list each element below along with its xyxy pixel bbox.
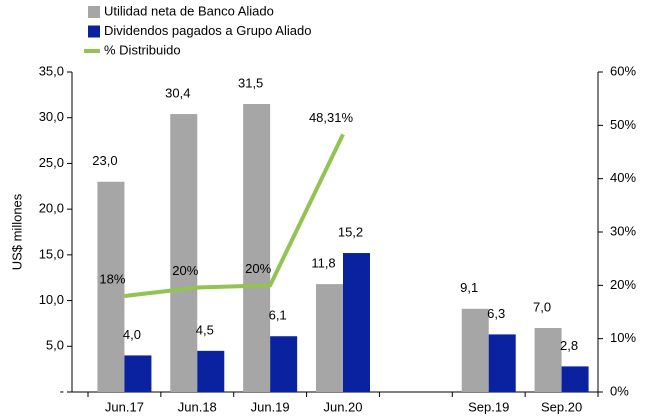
x-tick-label: Jun.19: [251, 399, 290, 414]
legend-label: Dividendos pagados a Grupo Aliado: [104, 23, 311, 38]
line-value-label: 20%: [172, 263, 198, 278]
bar: [97, 181, 125, 392]
legend-swatch: [88, 25, 100, 38]
bar-value-label: 9,1: [460, 280, 478, 295]
bar: [124, 355, 152, 392]
bar-value-label: 15,2: [338, 224, 363, 239]
bar-value-label: 23,0: [92, 153, 117, 168]
bar: [270, 336, 298, 392]
y-tick-label: 35,0: [39, 63, 64, 78]
bar: [561, 366, 589, 392]
x-tick-label: Jun.18: [178, 399, 217, 414]
y-tick-label: 5,0: [46, 338, 64, 353]
bar-value-label: 6,3: [487, 306, 505, 321]
y-axis-label: US$ millones: [9, 193, 24, 270]
x-tick-label: Jun.20: [323, 399, 362, 414]
y2-tick-label: 20%: [610, 277, 636, 292]
x-tick-label: Sep.19: [468, 399, 509, 414]
bar: [534, 328, 562, 392]
y2-tick-label: 60%: [610, 63, 636, 78]
y2-tick-label: 50%: [610, 117, 636, 132]
bar-value-label: 4,5: [196, 322, 214, 337]
bar: [197, 350, 225, 392]
bar: [343, 253, 370, 392]
bar: [316, 284, 343, 392]
y2-tick-label: 10%: [610, 330, 636, 345]
bar-value-label: 6,1: [269, 308, 287, 323]
y2-tick-label: 40%: [610, 170, 636, 185]
bar-value-label: 30,4: [165, 85, 190, 100]
y-tick-label: 30,0: [39, 109, 64, 124]
bar-value-label: 4,0: [123, 327, 141, 342]
legend-label: % Distribuido: [104, 42, 181, 57]
line-value-label: 48,31%: [309, 110, 354, 125]
x-tick-label: Jun.17: [105, 399, 144, 414]
y2-tick-label: 0%: [610, 383, 629, 398]
bar: [170, 114, 198, 393]
x-tick-label: Sep.20: [541, 399, 582, 414]
line: [124, 133, 345, 298]
bar: [488, 334, 516, 392]
bar-value-label: 11,8: [311, 256, 335, 271]
bar-value-label: 31,5: [238, 75, 263, 90]
bar: [243, 104, 271, 392]
bar-value-label: 7,0: [533, 299, 551, 314]
line-value-label: 18%: [99, 271, 125, 286]
y-tick-label: 20,0: [39, 201, 64, 216]
bar: [461, 308, 489, 392]
y-tick-label: -: [60, 383, 64, 398]
legend-swatch: [88, 6, 100, 18]
legend-label: Utilidad neta de Banco Aliado: [104, 3, 274, 18]
y-tick-label: 15,0: [39, 246, 64, 261]
bar-value-label: 2,8: [560, 338, 578, 353]
line-value-label: 20%: [245, 261, 271, 276]
y-tick-label: 25,0: [39, 155, 64, 170]
y-tick-label: 10,0: [39, 292, 64, 307]
y2-tick-label: 30%: [610, 223, 636, 238]
